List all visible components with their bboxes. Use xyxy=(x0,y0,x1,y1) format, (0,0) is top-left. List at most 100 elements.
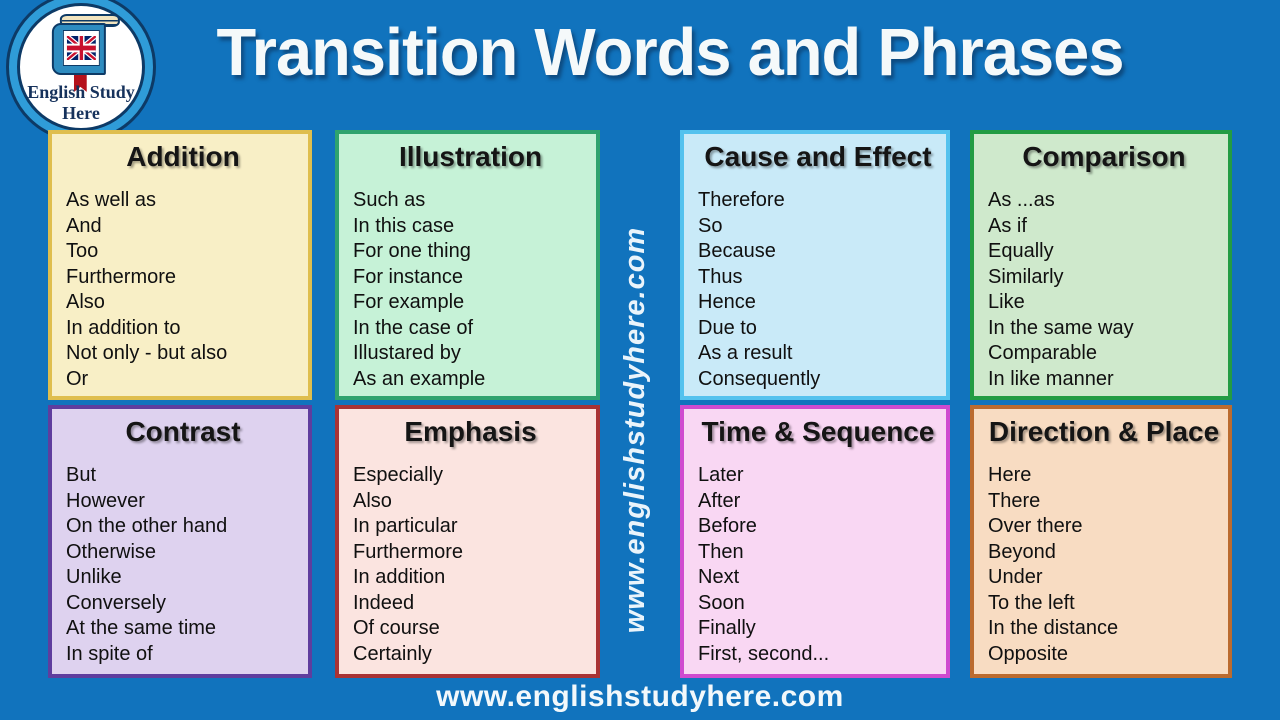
watermark-vertical: www.englishstudyhere.com xyxy=(619,226,651,634)
card-title: Comparison xyxy=(1022,141,1186,172)
card-item: Not only - but also xyxy=(66,342,228,364)
card-item: First, second... xyxy=(698,642,830,665)
card-cause-and-effect: Cause and Effect Therefore So Because Thus He… xyxy=(680,130,950,400)
card-item: In the case of xyxy=(353,316,474,339)
card-items: Especially Also In particular Furthermore In… xyxy=(353,461,588,667)
card-illustration: Illustration Such as In this case For one t… xyxy=(335,130,600,400)
card-item: Otherwise xyxy=(66,540,157,563)
card-item: Conversely xyxy=(66,591,167,614)
card-item: As if xyxy=(988,214,1027,237)
card-item: There xyxy=(988,489,1041,512)
card-item: Furthermore xyxy=(66,265,177,288)
logo-text-line1: English Study xyxy=(27,82,135,102)
book-icon xyxy=(48,14,120,92)
card-item: Hence xyxy=(698,291,756,313)
card-item: As a result xyxy=(698,342,793,364)
book-cover xyxy=(51,23,106,75)
card-addition: Addition As well as And Too Furthermore Also I… xyxy=(48,130,312,400)
card-item: As ...as xyxy=(988,189,1055,211)
card-title: Emphasis xyxy=(404,416,537,447)
card-items: As well as And Too Furthermore Also In additi… xyxy=(66,186,300,392)
card-item: On the other hand xyxy=(66,515,228,537)
card-item: Consequently xyxy=(698,367,821,390)
card-item: In spite of xyxy=(66,642,153,665)
card-item: Also xyxy=(66,291,105,313)
card-item: In the same way xyxy=(988,316,1134,339)
card-item: However xyxy=(66,489,145,512)
card-item: Or xyxy=(66,367,89,390)
card-title: Direction & Place xyxy=(988,416,1220,447)
card-item: Soon xyxy=(698,591,745,614)
card-item: Before xyxy=(698,515,757,537)
card-item: Similarly xyxy=(988,265,1064,288)
card-items: As ...as As if Equally Similarly Like In the … xyxy=(988,186,1220,392)
page-title: Transition Words and Phrases xyxy=(156,14,1184,91)
card-items: Such as In this case For one thing For inst… xyxy=(353,186,588,392)
card-title: Contrast xyxy=(125,416,241,447)
card-item: Later xyxy=(698,464,744,486)
card-item: But xyxy=(66,464,97,486)
card-item: In particular xyxy=(353,515,458,537)
card-item: Furthermore xyxy=(353,540,464,563)
card-contrast: Contrast But However On the other hand Other… xyxy=(48,405,312,678)
card-title: Illustration xyxy=(398,141,543,172)
card-item: Illustared by xyxy=(353,342,461,364)
page-title-text: Transition Words and Phrases xyxy=(216,15,1124,90)
card-item: In addition to xyxy=(66,316,181,339)
card-item: In the distance xyxy=(988,617,1119,639)
card-item: At the same time xyxy=(66,617,217,639)
card-time-sequence: Time & Sequence Later After Before Then Next S… xyxy=(680,405,950,678)
card-item: After xyxy=(698,489,741,512)
card-comparison: Comparison As ...as As if Equally Similarly L… xyxy=(970,130,1232,400)
card-item: Next xyxy=(698,566,740,588)
card-item: Of course xyxy=(353,617,440,639)
bookmark-icon xyxy=(73,75,87,92)
card-items: Therefore So Because Thus Hence Due to As a re… xyxy=(698,186,938,392)
card-item: Here xyxy=(988,464,1032,486)
card-direction-place: Direction & Place Here There Over there Beyo… xyxy=(970,405,1232,678)
card-item: Due to xyxy=(698,316,757,339)
card-emphasis: Emphasis Especially Also In particular Furth… xyxy=(335,405,600,678)
card-item: Then xyxy=(698,540,744,563)
card-item: Equally xyxy=(988,240,1054,262)
card-item: Certainly xyxy=(353,642,432,665)
card-title: Cause and Effect xyxy=(704,141,932,172)
card-item: For one thing xyxy=(353,240,471,262)
card-item: In this case xyxy=(353,214,455,237)
card-items: But However On the other hand Otherwise Unli… xyxy=(66,461,300,667)
card-item: And xyxy=(66,214,102,237)
card-item: Under xyxy=(988,566,1043,588)
card-item: Over there xyxy=(988,515,1083,537)
card-item: Opposite xyxy=(988,642,1069,665)
footer-url: www.englishstudyhere.com xyxy=(436,680,844,713)
card-item: Especially xyxy=(353,464,444,486)
card-item: Too xyxy=(66,240,99,262)
card-item: Thus xyxy=(698,265,743,288)
card-item: Indeed xyxy=(353,591,415,614)
card-item: As well as xyxy=(66,189,157,211)
card-item: Beyond xyxy=(988,540,1056,563)
card-item: Comparable xyxy=(988,342,1097,364)
card-item: So xyxy=(698,214,723,237)
card-items: Here There Over there Beyond Under To the lef… xyxy=(988,461,1220,667)
card-item: As an example xyxy=(353,367,486,390)
card-item: To the left xyxy=(988,591,1075,614)
card-item: In like manner xyxy=(988,367,1114,390)
card-items: Later After Before Then Next Soon Finally First… xyxy=(698,461,938,667)
uk-flag-icon xyxy=(62,30,100,66)
card-item: Such as xyxy=(353,189,426,211)
card-item: Finally xyxy=(698,617,756,639)
card-item: Unlike xyxy=(66,566,122,588)
card-item: In addition xyxy=(353,566,446,588)
logo-badge: English Study Here xyxy=(17,3,145,131)
card-item: For example xyxy=(353,291,465,313)
card-title: Time & Sequence xyxy=(701,416,935,447)
card-item: Also xyxy=(353,489,392,512)
card-title: Addition xyxy=(126,141,240,172)
card-item: For instance xyxy=(353,265,464,288)
card-item: Because xyxy=(698,240,776,262)
card-item: Therefore xyxy=(698,189,785,211)
logo-text-line2: Here xyxy=(62,103,100,123)
logo-text: English Study Here xyxy=(20,82,142,124)
